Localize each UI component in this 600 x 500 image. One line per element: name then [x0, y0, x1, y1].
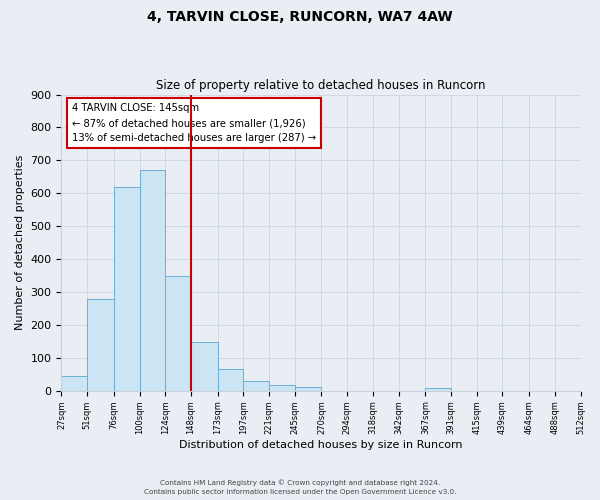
X-axis label: Distribution of detached houses by size in Runcorn: Distribution of detached houses by size …	[179, 440, 463, 450]
Bar	[61, 376, 87, 390]
Text: 4, TARVIN CLOSE, RUNCORN, WA7 4AW: 4, TARVIN CLOSE, RUNCORN, WA7 4AW	[147, 10, 453, 24]
Bar	[425, 388, 451, 390]
Bar	[269, 385, 295, 390]
Bar	[244, 381, 269, 390]
Title: Size of property relative to detached houses in Runcorn: Size of property relative to detached ho…	[156, 79, 486, 92]
Bar	[87, 298, 114, 390]
Bar	[218, 370, 244, 390]
Bar	[114, 186, 140, 390]
Bar	[140, 170, 165, 390]
Text: Contains HM Land Registry data © Crown copyright and database right 2024.
Contai: Contains HM Land Registry data © Crown c…	[144, 480, 456, 495]
Y-axis label: Number of detached properties: Number of detached properties	[15, 155, 25, 330]
Bar	[191, 342, 218, 390]
Bar	[165, 276, 191, 390]
Text: 4 TARVIN CLOSE: 145sqm
← 87% of detached houses are smaller (1,926)
13% of semi-: 4 TARVIN CLOSE: 145sqm ← 87% of detached…	[72, 104, 316, 143]
Bar	[295, 388, 322, 390]
